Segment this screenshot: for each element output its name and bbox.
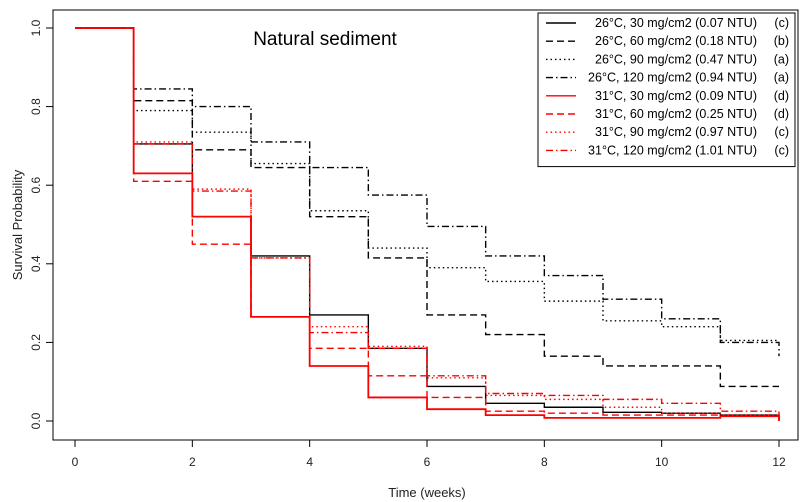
axes-group: 0 2 4 6 8 10 12 0.0 0.2 0.4 0.6 0.8 1.0 bbox=[29, 9, 799, 469]
x-tick-label: 0 bbox=[72, 455, 79, 469]
legend-box bbox=[537, 12, 796, 168]
legend-entry: 31°C, 90 mg/cm2 (0.97 NTU) (c) bbox=[546, 125, 789, 139]
legend-label: 26°C, 90 mg/cm2 (0.47 NTU) bbox=[595, 52, 757, 66]
series-line-3 bbox=[75, 27, 779, 342]
legend-group-label: (d) bbox=[774, 107, 789, 121]
legend-label: 26°C, 30 mg/cm2 (0.07 NTU) bbox=[595, 16, 757, 30]
legend-label: 26°C, 120 mg/cm2 (0.94 NTU) bbox=[588, 71, 757, 85]
x-tick-label: 10 bbox=[655, 455, 669, 469]
y-tick-label: 0.4 bbox=[29, 255, 43, 272]
x-tick-label: 6 bbox=[424, 455, 431, 469]
legend-group-label: (b) bbox=[774, 34, 789, 48]
legend-group-label: (c) bbox=[774, 143, 789, 157]
legend-entry: 26°C, 60 mg/cm2 (0.18 NTU) (b) bbox=[546, 34, 789, 48]
legend-group-label: (c) bbox=[774, 125, 789, 139]
legend-label: 31°C, 90 mg/cm2 (0.97 NTU) bbox=[595, 125, 757, 139]
chart-title: Natural sediment bbox=[253, 29, 397, 50]
legend-label: 31°C, 60 mg/cm2 (0.25 NTU) bbox=[595, 107, 757, 121]
y-tick-label: 1.0 bbox=[29, 19, 43, 36]
legend-label: 31°C, 120 mg/cm2 (1.01 NTU) bbox=[588, 143, 757, 157]
series-line-7 bbox=[75, 27, 779, 416]
series-line-2 bbox=[75, 27, 779, 388]
legend-entry: 26°C, 30 mg/cm2 (0.07 NTU) (c) bbox=[546, 16, 789, 30]
x-axis-title: Time (weeks) bbox=[388, 485, 466, 500]
legend-label: 26°C, 60 mg/cm2 (0.18 NTU) bbox=[595, 34, 757, 48]
legend-entry: 26°C, 120 mg/cm2 (0.94 NTU) (a) bbox=[546, 71, 789, 85]
y-tick-label: 0.0 bbox=[29, 412, 43, 429]
plot-frame bbox=[52, 9, 799, 441]
y-tick-label: 0.6 bbox=[29, 177, 43, 194]
legend-entry: 31°C, 120 mg/cm2 (1.01 NTU) (c) bbox=[546, 143, 789, 157]
legend-group-label: (c) bbox=[774, 16, 789, 30]
y-tick-label: 0.2 bbox=[29, 334, 43, 351]
x-tick-label: 8 bbox=[541, 455, 548, 469]
legend-entry: 31°C, 30 mg/cm2 (0.09 NTU) (d) bbox=[546, 89, 789, 103]
y-axis-title: Survival Probability bbox=[10, 169, 25, 280]
legend-label: 31°C, 30 mg/cm2 (0.09 NTU) bbox=[595, 89, 757, 103]
legend-group-label: (d) bbox=[774, 89, 789, 103]
legend-entry: 31°C, 60 mg/cm2 (0.25 NTU) (d) bbox=[546, 107, 789, 121]
legend-group-label: (a) bbox=[774, 71, 789, 85]
x-tick-label: 12 bbox=[772, 455, 786, 469]
legend: 26°C, 30 mg/cm2 (0.07 NTU) (c) 26°C, 60 mg… bbox=[537, 12, 796, 168]
x-tick-label: 4 bbox=[306, 455, 313, 469]
series-layer bbox=[75, 27, 780, 421]
series-line-8 bbox=[75, 27, 780, 416]
x-tick-label: 2 bbox=[189, 455, 196, 469]
legend-group-label: (a) bbox=[774, 52, 789, 66]
legend-entry: 26°C, 90 mg/cm2 (0.47 NTU) (a) bbox=[546, 52, 789, 66]
y-tick-label: 0.8 bbox=[29, 98, 43, 115]
